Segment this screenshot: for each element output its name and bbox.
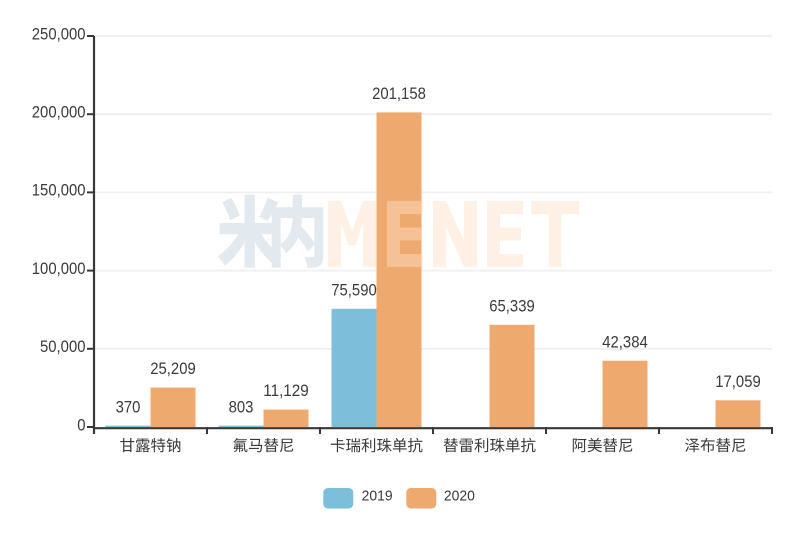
svg-text:150,000: 150,000 — [32, 182, 86, 200]
svg-text:17,059: 17,059 — [715, 373, 761, 391]
svg-text:65,339: 65,339 — [489, 297, 535, 315]
svg-text:803: 803 — [229, 398, 254, 416]
svg-text:0: 0 — [77, 416, 85, 434]
svg-text:50,000: 50,000 — [40, 338, 86, 356]
svg-text:250,000: 250,000 — [32, 25, 86, 43]
svg-text:25,209: 25,209 — [150, 360, 196, 378]
svg-text:11,129: 11,129 — [263, 382, 309, 400]
svg-text:200,000: 200,000 — [32, 104, 86, 122]
svg-text:75,590: 75,590 — [331, 281, 377, 299]
svg-text:2020: 2020 — [444, 488, 475, 505]
svg-text:100,000: 100,000 — [32, 260, 86, 278]
svg-text:2019: 2019 — [362, 488, 393, 505]
svg-text:370: 370 — [116, 398, 141, 416]
svg-text:42,384: 42,384 — [602, 333, 648, 351]
svg-text:201,158: 201,158 — [372, 85, 426, 103]
